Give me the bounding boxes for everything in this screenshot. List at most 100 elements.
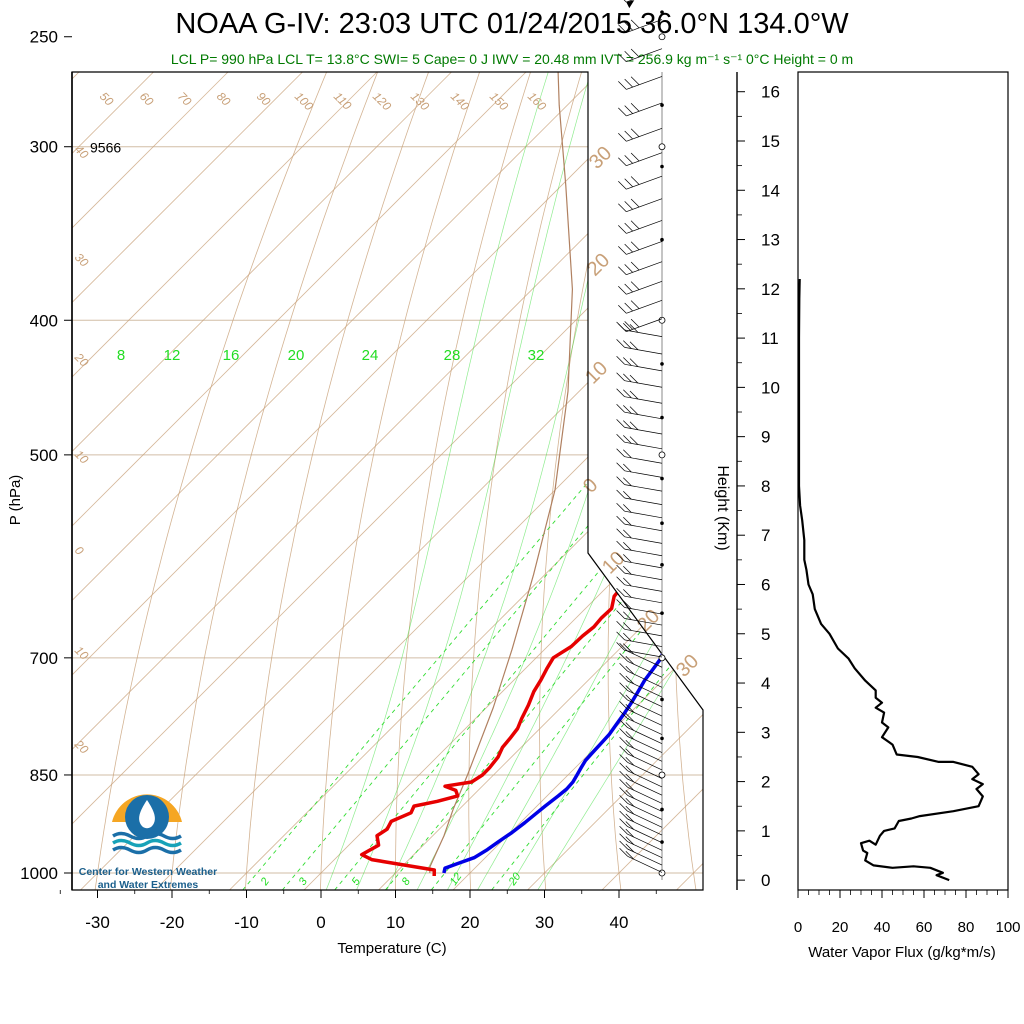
wind-barb-feather xyxy=(623,340,632,349)
logo-wave-1 xyxy=(112,831,182,841)
dry-adiabat-line xyxy=(319,72,703,890)
wind-barb-staff xyxy=(626,76,663,90)
temperature-tick-label: 10 xyxy=(386,913,405,932)
wind-barb-feather xyxy=(619,840,628,850)
wind-barbs xyxy=(616,0,666,880)
wind-barb-feather xyxy=(625,685,635,694)
wind-barb-feather xyxy=(618,157,627,166)
wind-barb-feather xyxy=(625,704,635,713)
temperature-tick-label: 0 xyxy=(316,913,325,932)
skew-t-series xyxy=(359,72,703,877)
wind-barb-feather xyxy=(624,51,633,60)
wind-barb-feather xyxy=(623,622,632,631)
wind-barb-feather xyxy=(625,850,635,860)
wind-barb-feather xyxy=(630,241,640,250)
height-axis-label: Height (Km) xyxy=(714,465,731,550)
wind-barb-feather xyxy=(619,672,628,682)
level-ring-marker xyxy=(658,316,666,324)
left-edge-label: 20 xyxy=(71,350,91,370)
wind-barb-feather xyxy=(630,48,640,58)
wind-barb-feather xyxy=(623,373,632,383)
dry-adiabat-line xyxy=(539,72,703,890)
wind-barb-feather xyxy=(619,770,628,780)
wind-barb-feather xyxy=(619,779,628,788)
series-group xyxy=(359,72,703,877)
wind-barb-feather xyxy=(625,694,635,704)
wind-barb-feather xyxy=(616,642,625,651)
flux-tick-label: 60 xyxy=(916,919,933,936)
wind-barb-staff xyxy=(624,650,663,658)
wind-barb-feather xyxy=(623,490,632,500)
level-ring-marker xyxy=(658,143,666,151)
isotherm-line xyxy=(589,72,703,890)
wind-barb-staff xyxy=(627,795,663,812)
mixing-ratio-label-top: 24 xyxy=(362,347,379,364)
dry-adiabat-label: 70 xyxy=(175,89,195,109)
height-tick-label: 3 xyxy=(761,723,770,742)
wind-barb-feather xyxy=(625,836,635,845)
logo-text-line1: Center for Western Weather xyxy=(78,866,218,878)
wind-barb-staff xyxy=(624,456,663,464)
moist-adiabat-line xyxy=(470,72,703,890)
wind-barb-feather xyxy=(616,621,625,630)
wind-barb-feather xyxy=(616,321,625,331)
wind-barb-feather xyxy=(625,665,635,675)
left-edge-label: 0 xyxy=(72,543,87,558)
isotherm-line xyxy=(72,72,703,890)
wind-barb-feather xyxy=(630,176,640,185)
wind-barb-feather xyxy=(619,810,628,820)
pressure-tick-label: 1000 xyxy=(20,864,58,883)
dry-adiabat-label: 90 xyxy=(254,89,274,109)
level-dot-marker xyxy=(660,563,664,567)
dry-adiabat-line xyxy=(862,0,1024,902)
wind-barb-feather xyxy=(630,220,640,230)
wind-barb-feather xyxy=(618,133,627,142)
wind-barb-staff xyxy=(626,19,663,33)
height-tick-label: 2 xyxy=(761,773,770,792)
wind-barb-feather xyxy=(616,388,625,397)
wind-barb-feather xyxy=(616,372,625,381)
wind-barb-staff xyxy=(627,778,663,796)
temperature-tick-label: 40 xyxy=(610,913,629,932)
wind-barb-staff xyxy=(627,709,663,726)
wind-barb-feather xyxy=(618,180,627,190)
flux-tick-label: 100 xyxy=(995,919,1020,936)
wind-barb-feather xyxy=(619,762,628,772)
wind-barb-feather xyxy=(625,748,635,758)
isotherm-label: 30 xyxy=(672,650,703,681)
wind-barb-feather xyxy=(624,201,633,210)
wind-barb-feather xyxy=(625,790,635,799)
height-tick-label: 5 xyxy=(761,625,770,644)
wind-barb-feather xyxy=(618,107,627,117)
wind-barb-feather xyxy=(623,405,632,414)
wind-barb-staff xyxy=(626,261,663,276)
level-dot-marker xyxy=(660,736,664,741)
wind-barb-staff xyxy=(627,841,663,859)
pressure-tick-label: 250 xyxy=(30,28,58,47)
skew-t-frame: 1001502002503004005007008501000-30-20-10… xyxy=(7,28,704,957)
wind-barb-feather xyxy=(623,463,632,473)
wind-barb-staff xyxy=(627,818,663,836)
wind-barb-feather xyxy=(618,305,627,314)
level-dot-marker xyxy=(660,611,664,615)
wind-barb-feather xyxy=(619,719,628,728)
wind-barb-feather xyxy=(625,675,635,685)
dry-adiabat-line xyxy=(468,72,703,890)
wind-barb-feather xyxy=(618,81,627,90)
height-tick-label: 7 xyxy=(761,526,770,545)
wind-barb-feather xyxy=(623,600,632,609)
wind-barb-feather xyxy=(616,419,625,428)
height-tick-label: 8 xyxy=(761,477,770,496)
wind-barb-staff xyxy=(627,753,663,771)
isotherm-line xyxy=(142,72,703,890)
wind-barb-feather xyxy=(623,504,632,513)
isotherm-line xyxy=(72,72,703,890)
wind-barb-feather xyxy=(619,802,628,812)
wind-barb-feather xyxy=(616,553,625,562)
temperature-axis-label: Temperature (C) xyxy=(337,940,446,957)
wind-barb-feather xyxy=(629,358,639,367)
wind-barb-staff xyxy=(627,699,663,717)
isotherm-line xyxy=(365,72,703,890)
isotherm-line xyxy=(72,72,703,890)
wind-barb-staff xyxy=(627,762,663,779)
